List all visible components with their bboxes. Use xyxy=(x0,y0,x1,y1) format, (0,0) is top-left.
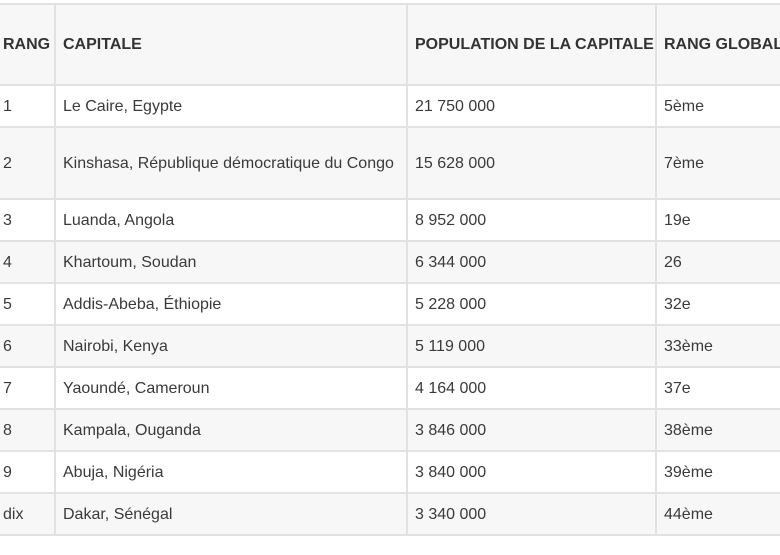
table-row: dix Dakar, Sénégal 3 340 000 44ème xyxy=(0,492,780,536)
cell-rank: 1 xyxy=(0,84,56,128)
table-row: 4 Khartoum, Soudan 6 344 000 26 xyxy=(0,240,780,284)
cell-population: 5 119 000 xyxy=(406,324,657,368)
header-row: RANG CAPITALE POPULATION DE LA CAPITALE … xyxy=(0,3,780,86)
cell-rank: 8 xyxy=(0,408,56,452)
header-rank: RANG xyxy=(0,3,56,86)
cell-population: 5 228 000 xyxy=(406,282,657,326)
table-row: 3 Luanda, Angola 8 952 000 19e xyxy=(0,198,780,242)
cell-capital: Addis-Abeba, Éthiopie xyxy=(54,282,408,326)
header-global-rank: RANG GLOBAL xyxy=(655,3,780,86)
cell-global-rank: 37e xyxy=(655,366,780,410)
cell-population: 6 344 000 xyxy=(406,240,657,284)
cell-global-rank: 26 xyxy=(655,240,780,284)
header-capital: CAPITALE xyxy=(54,3,408,86)
cell-capital: Yaoundé, Cameroun xyxy=(54,366,408,410)
cell-population: 4 164 000 xyxy=(406,366,657,410)
table-row: 8 Kampala, Ouganda 3 846 000 38ème xyxy=(0,408,780,452)
cell-global-rank: 33ème xyxy=(655,324,780,368)
cell-capital: Le Caire, Egypte xyxy=(54,84,408,128)
cell-rank: 4 xyxy=(0,240,56,284)
table-row: 9 Abuja, Nigéria 3 840 000 39ème xyxy=(0,450,780,494)
table-row: 2 Kinshasa, République démocratique du C… xyxy=(0,126,780,200)
cell-rank: 7 xyxy=(0,366,56,410)
table-body: 1 Le Caire, Egypte 21 750 000 5ème 2 Kin… xyxy=(0,84,780,536)
table-header: RANG CAPITALE POPULATION DE LA CAPITALE … xyxy=(0,3,780,86)
cell-rank: 3 xyxy=(0,198,56,242)
cell-population: 3 340 000 xyxy=(406,492,657,536)
capitals-table-container: RANG CAPITALE POPULATION DE LA CAPITALE … xyxy=(0,3,780,536)
table-row: 6 Nairobi, Kenya 5 119 000 33ème xyxy=(0,324,780,368)
cell-rank: dix xyxy=(0,492,56,536)
cell-capital: Kinshasa, République démocratique du Con… xyxy=(54,126,408,200)
cell-global-rank: 44ème xyxy=(655,492,780,536)
cell-global-rank: 7ème xyxy=(655,126,780,200)
cell-rank: 5 xyxy=(0,282,56,326)
cell-global-rank: 39ème xyxy=(655,450,780,494)
cell-global-rank: 38ème xyxy=(655,408,780,452)
cell-capital: Nairobi, Kenya xyxy=(54,324,408,368)
cell-capital: Khartoum, Soudan xyxy=(54,240,408,284)
cell-global-rank: 5ème xyxy=(655,84,780,128)
cell-rank: 2 xyxy=(0,126,56,200)
cell-global-rank: 32e xyxy=(655,282,780,326)
cell-capital: Kampala, Ouganda xyxy=(54,408,408,452)
table-row: 5 Addis-Abeba, Éthiopie 5 228 000 32e xyxy=(0,282,780,326)
cell-population: 3 840 000 xyxy=(406,450,657,494)
cell-population: 8 952 000 xyxy=(406,198,657,242)
cell-population: 15 628 000 xyxy=(406,126,657,200)
table-row: 1 Le Caire, Egypte 21 750 000 5ème xyxy=(0,84,780,128)
cell-population: 21 750 000 xyxy=(406,84,657,128)
table-row: 7 Yaoundé, Cameroun 4 164 000 37e xyxy=(0,366,780,410)
header-population: POPULATION DE LA CAPITALE xyxy=(406,3,657,86)
cell-rank: 9 xyxy=(0,450,56,494)
cell-capital: Abuja, Nigéria xyxy=(54,450,408,494)
cell-global-rank: 19e xyxy=(655,198,780,242)
cell-rank: 6 xyxy=(0,324,56,368)
cell-capital: Dakar, Sénégal xyxy=(54,492,408,536)
cell-capital: Luanda, Angola xyxy=(54,198,408,242)
cell-population: 3 846 000 xyxy=(406,408,657,452)
capitals-table: RANG CAPITALE POPULATION DE LA CAPITALE … xyxy=(0,3,780,536)
